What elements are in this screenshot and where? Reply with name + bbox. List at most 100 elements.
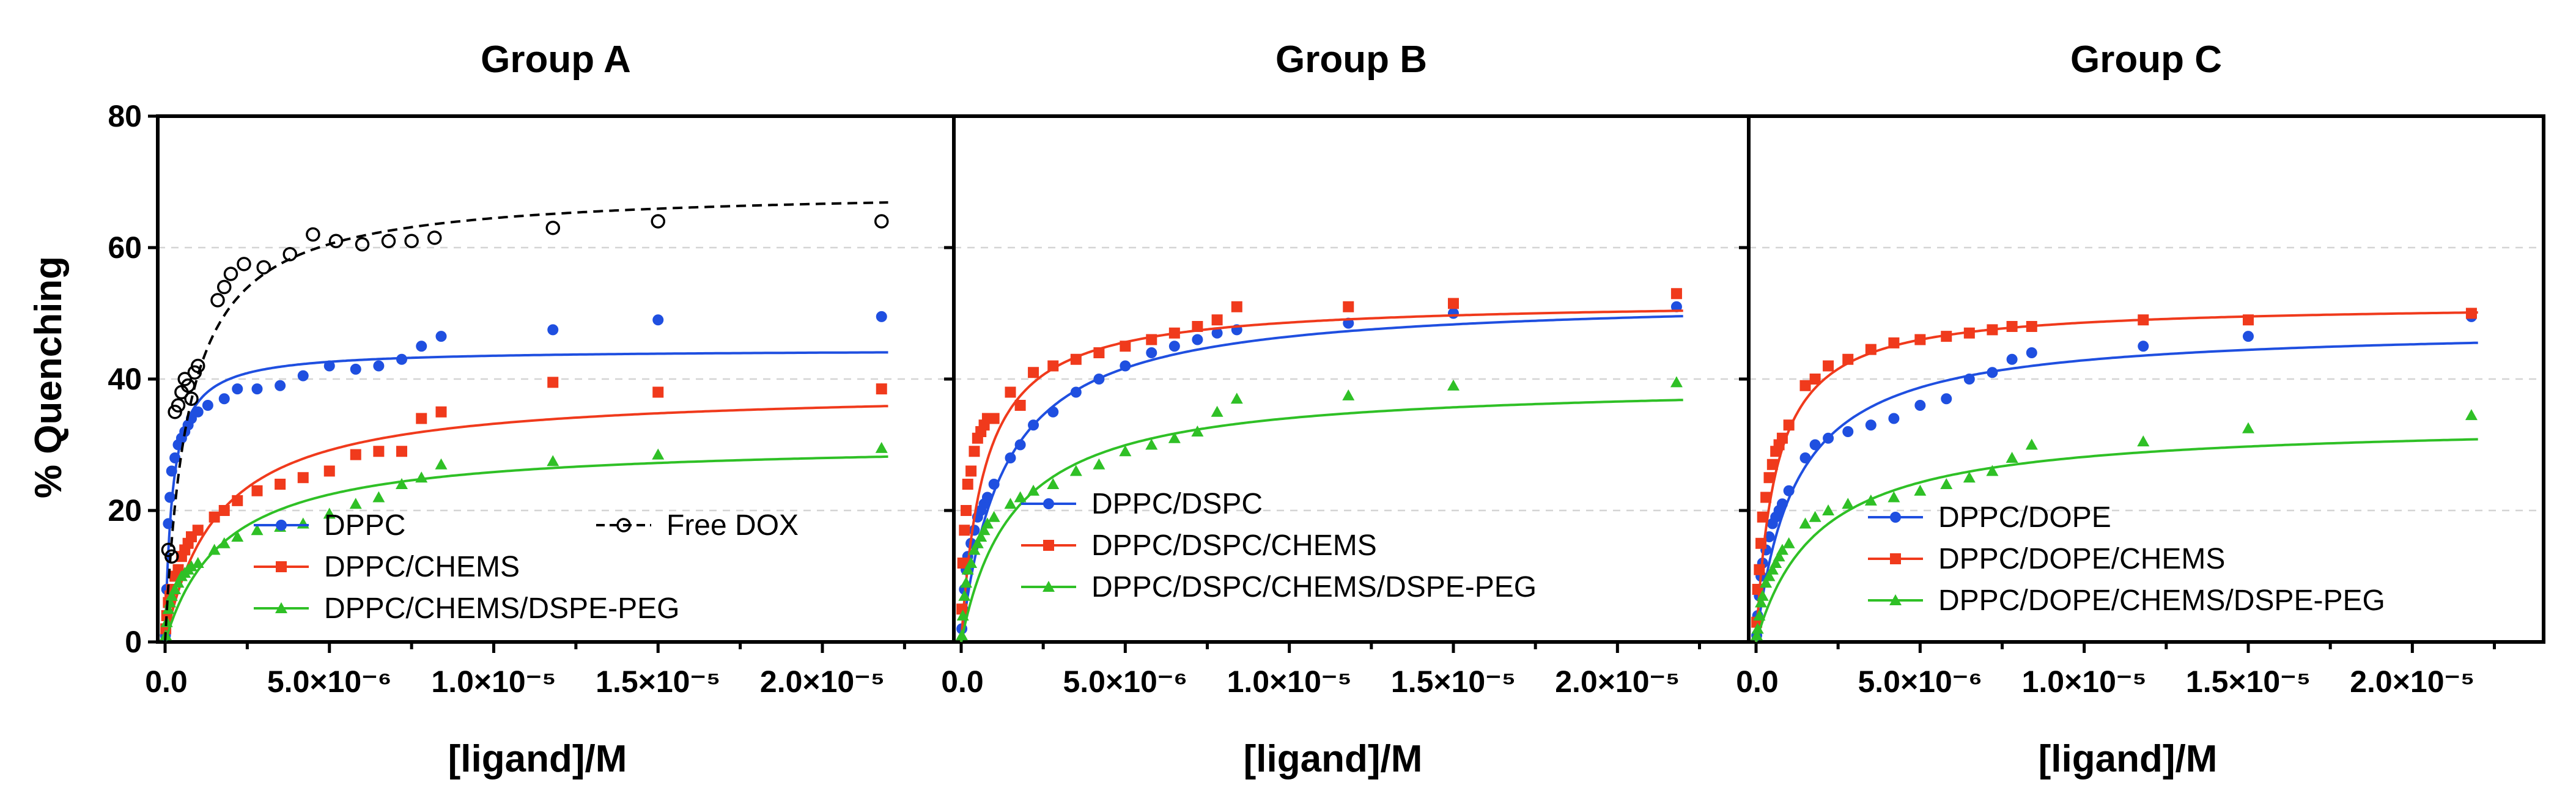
data-point: [1773, 550, 1785, 562]
x-tick-label: 0.0: [941, 665, 984, 699]
data-point: [323, 507, 336, 519]
data-point: [1146, 334, 1157, 345]
legend-label: DPPC/DOPE: [1938, 501, 2111, 534]
data-point: [1145, 438, 1158, 450]
legend: DPPC/DOPE DPPC/DOPE/CHEMS DPPC/DOPE/CHEMS/…: [1868, 501, 2385, 617]
data-point: [968, 544, 981, 555]
x-tick-label: 0.0: [1736, 665, 1779, 699]
data-point: [1782, 537, 1795, 548]
data-point: [2242, 422, 2254, 433]
data-point: [981, 517, 994, 529]
data-point: [1005, 452, 1016, 463]
data-point: [297, 370, 309, 381]
data-point: [435, 406, 447, 418]
data-point: [297, 472, 309, 484]
data-point: [962, 479, 973, 490]
data-point: [876, 383, 887, 395]
data-point: [275, 380, 286, 391]
data-point: [959, 525, 970, 536]
data-point: [1757, 511, 1768, 523]
data-point: [1809, 439, 1821, 451]
data-point: [1230, 392, 1243, 404]
legend-item: DPPC/DOPE/CHEMS/DSPE-PEG: [1868, 584, 2385, 617]
data-point: [297, 517, 309, 529]
data-point: [1192, 321, 1203, 332]
legend-item: DPPC/DSPC/CHEMS/DSPE-PEG: [1021, 571, 1537, 603]
fit-curve: [164, 201, 888, 643]
data-point: [349, 498, 362, 509]
data-point: [1168, 327, 1180, 339]
x-tick-label: 2.0×10⁻⁵: [2350, 665, 2475, 699]
data-point: [1014, 491, 1027, 503]
data-point: [355, 237, 370, 252]
data-point: [169, 452, 181, 463]
legend-marker: [1890, 512, 1901, 523]
data-point: [218, 505, 230, 516]
data-point: [1070, 386, 1082, 398]
data-point: [172, 577, 185, 588]
data-point: [1760, 492, 1772, 503]
data-point: [1865, 419, 1877, 431]
legend-item: DPPC: [254, 509, 405, 542]
data-point: [185, 560, 197, 572]
data-point: [961, 563, 974, 575]
data-point: [1231, 301, 1242, 312]
data-point: [1756, 589, 1769, 601]
data-point: [1770, 557, 1782, 568]
data-point: [2006, 321, 2018, 332]
data-point: [2243, 314, 2254, 326]
legend: DPPC/DSPC DPPC/DSPC/CHEMS DPPC/DSPC/CHEMS/…: [1021, 488, 1537, 603]
data-point: [1763, 570, 1776, 581]
series-dppc-dspc-chems-dspe-peg: [956, 376, 1683, 643]
x-tick-label: 5.0×10⁻⁶: [267, 665, 392, 699]
data-point: [1093, 458, 1105, 470]
data-point: [1940, 478, 1953, 489]
data-point: [1809, 510, 1821, 522]
x-tick-label: 1.5×10⁻⁵: [1391, 665, 1516, 699]
data-point: [956, 603, 968, 615]
data-point: [1047, 406, 1059, 418]
data-point: [981, 492, 993, 503]
data-point: [875, 441, 888, 453]
data-point: [1776, 498, 1788, 510]
data-point: [381, 234, 396, 248]
legend: DPPC DPPC/CHEMS DPPC/CHEMS/DSPE-PEG Free DO…: [254, 509, 799, 625]
data-point: [1014, 400, 1026, 411]
data-point: [164, 492, 176, 503]
data-point: [1191, 426, 1204, 437]
legend-item: Free DOX: [596, 509, 799, 542]
panel-group-c: Group C 0.0 5.0×10⁻⁶ 1.0×10⁻⁵ 1.5×10⁻⁵ 2.0×10…: [1736, 39, 2545, 780]
data-point: [988, 413, 1000, 424]
y-tick-label: 40: [108, 362, 142, 396]
data-point: [1823, 432, 1834, 444]
data-point: [1754, 564, 1765, 575]
data-point: [162, 603, 175, 614]
data-point: [237, 257, 251, 271]
data-point: [965, 557, 978, 568]
fit-curve: [960, 399, 1683, 643]
data-point: [1211, 314, 1223, 326]
data-point: [1776, 432, 1788, 444]
series-dppc-dope-chems: [1751, 308, 2478, 643]
data-point: [404, 234, 419, 248]
data-point: [1342, 389, 1355, 400]
x-tick-label: 1.0×10⁻⁵: [2022, 665, 2147, 699]
data-point: [231, 531, 244, 542]
data-point: [2138, 314, 2149, 326]
data-point: [1766, 459, 1778, 470]
data-point: [1963, 374, 1975, 385]
legend-label: DPPC/CHEMS/DSPE-PEG: [324, 592, 679, 625]
data-point: [1211, 405, 1223, 417]
data-point: [192, 406, 204, 418]
data-point: [1120, 360, 1131, 372]
data-point: [1865, 344, 1877, 355]
x-tick-label: 2.0×10⁻⁵: [760, 665, 885, 699]
data-point: [323, 360, 335, 372]
data-point: [1963, 471, 1976, 483]
data-point: [1799, 452, 1811, 463]
data-point: [202, 400, 213, 411]
x-tick-label: 1.5×10⁻⁵: [596, 665, 720, 699]
data-point: [2006, 452, 2018, 463]
data-point: [1763, 472, 1775, 484]
